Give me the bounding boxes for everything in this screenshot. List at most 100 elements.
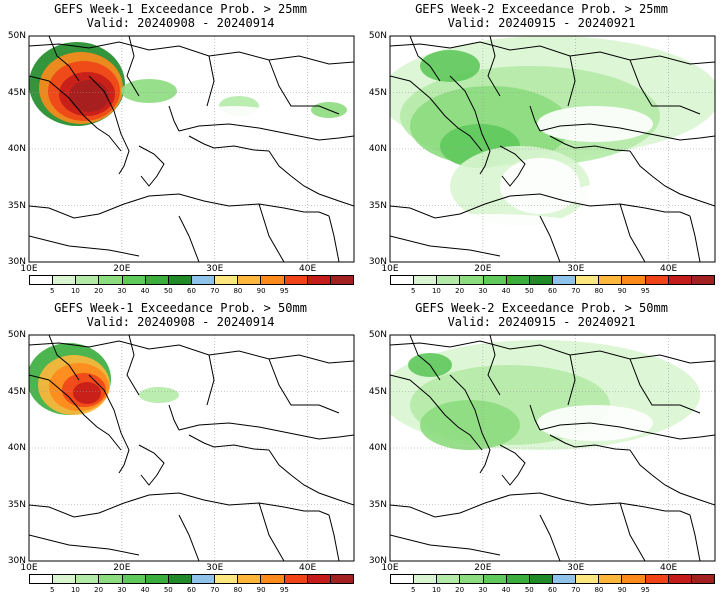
colorbar-swatch xyxy=(284,575,308,583)
coastline-border xyxy=(29,374,122,451)
latitude-label: 35N xyxy=(368,499,387,510)
map-canvas xyxy=(28,35,355,263)
coastline-border xyxy=(390,193,691,219)
colorbar-swatch xyxy=(622,276,646,284)
coastline-border xyxy=(126,335,140,396)
coastline-border xyxy=(258,203,285,262)
colorbar xyxy=(29,574,354,584)
colorbar-label: 60 xyxy=(548,287,557,295)
coastline-border xyxy=(178,422,354,440)
longitude-label: 40E xyxy=(659,563,678,573)
longitude-label: 10E xyxy=(20,264,38,274)
colorbar-label: 50 xyxy=(524,586,534,594)
colorbar-label: 20 xyxy=(94,287,104,295)
coastline-border xyxy=(629,150,653,177)
colorbar-swatch xyxy=(691,575,714,583)
colorbar-label: 40 xyxy=(501,287,511,295)
colorbar-swatch xyxy=(168,575,192,583)
colorbar-label: 5 xyxy=(410,586,416,594)
coastline-border xyxy=(29,492,330,518)
colorbar-swatch xyxy=(460,276,484,284)
latitude-label: 40N xyxy=(7,144,26,154)
colorbar-swatch xyxy=(99,575,123,583)
colorbar-swatch xyxy=(53,276,77,284)
coastline-border xyxy=(390,534,501,556)
map-frame xyxy=(389,334,716,562)
colorbar-label: 70 xyxy=(210,287,220,295)
coastline-border xyxy=(328,215,340,262)
coastline-border xyxy=(188,434,270,451)
coastline-border xyxy=(629,358,701,414)
colorbar-label: 90 xyxy=(256,586,266,594)
coastline-border xyxy=(449,75,491,175)
coastline-border xyxy=(567,354,576,406)
colorbar-label: 70 xyxy=(571,586,581,594)
colorbar xyxy=(390,574,715,584)
colorbar-swatch xyxy=(53,575,77,583)
coastline-border xyxy=(268,449,292,476)
coastline-border xyxy=(529,105,541,132)
colorbar-label: 50 xyxy=(524,287,534,295)
coastline-border xyxy=(449,374,491,474)
coastline-border xyxy=(168,404,180,431)
coastline-border xyxy=(138,145,165,187)
colorbar-label: 90 xyxy=(617,287,627,295)
longitude-label: 20E xyxy=(113,563,131,573)
latitude-label: 35N xyxy=(368,200,387,211)
coastline-border xyxy=(178,215,200,262)
coastline-border xyxy=(138,444,165,486)
longitude-label: 10E xyxy=(20,563,38,573)
panel-title: GEFS Week-1 Exceedance Prob. > 50mm xyxy=(54,301,307,315)
coastline-border xyxy=(689,514,701,561)
colorbar-swatch xyxy=(307,276,331,284)
colorbar-label: 30 xyxy=(117,586,127,594)
map-panel-1: GEFS Week-1 Exceedance Prob. > 25mm Valid… xyxy=(0,0,361,299)
latitude-label: 35N xyxy=(7,200,26,211)
coastline-border xyxy=(629,59,701,115)
coastline-border xyxy=(178,123,354,141)
colorbar-label: 95 xyxy=(279,287,289,295)
colorbar-swatch xyxy=(215,575,239,583)
colorbar-swatch xyxy=(414,575,438,583)
longitude-label: 10E xyxy=(381,264,399,274)
latitude-label: 50N xyxy=(7,330,26,340)
coastline-border xyxy=(328,514,340,561)
latitude-label: 50N xyxy=(7,31,26,41)
colorbar-swatch xyxy=(668,276,692,284)
colorbar-label: 50 xyxy=(163,287,173,295)
probability-contour xyxy=(420,50,480,82)
colorbar-swatch xyxy=(552,575,577,583)
colorbar-swatch xyxy=(437,276,461,284)
colorbar xyxy=(29,275,354,285)
coastline-border xyxy=(88,75,130,175)
colorbar-swatch xyxy=(307,575,331,583)
panel-valid-dates: Valid: 20240908 - 20240914 xyxy=(86,315,275,329)
colorbar-swatch xyxy=(30,575,54,583)
colorbar-label: 30 xyxy=(478,586,488,594)
coastline-border xyxy=(29,193,330,219)
colorbar-label: 30 xyxy=(478,287,488,295)
colorbar-swatch xyxy=(145,575,169,583)
latitude-label: 45N xyxy=(7,87,26,98)
coastline-border xyxy=(487,36,501,97)
colorbar-swatch xyxy=(30,276,54,284)
coastline-border xyxy=(390,374,483,451)
coastline-border xyxy=(290,474,354,506)
colorbar-swatch xyxy=(122,276,146,284)
coastline-border xyxy=(529,404,541,431)
panel-valid-dates: Valid: 20240915 - 20240921 xyxy=(447,16,636,30)
coastline-border xyxy=(487,335,501,396)
colorbar-label: 90 xyxy=(256,287,266,295)
latitude-label: 50N xyxy=(368,31,387,41)
colorbar-swatch xyxy=(330,276,353,284)
colorbar-label: 10 xyxy=(431,287,441,295)
colorbar-label: 50 xyxy=(163,586,173,594)
probability-contour xyxy=(139,387,179,403)
coastline-border xyxy=(29,41,354,65)
colorbar-label: 10 xyxy=(70,586,80,594)
coastline-border xyxy=(206,55,215,107)
probability-contour xyxy=(420,400,520,450)
coastline-border xyxy=(88,374,130,474)
panel-valid-dates: Valid: 20240915 - 20240921 xyxy=(447,315,636,329)
colorbar-swatch xyxy=(238,276,262,284)
